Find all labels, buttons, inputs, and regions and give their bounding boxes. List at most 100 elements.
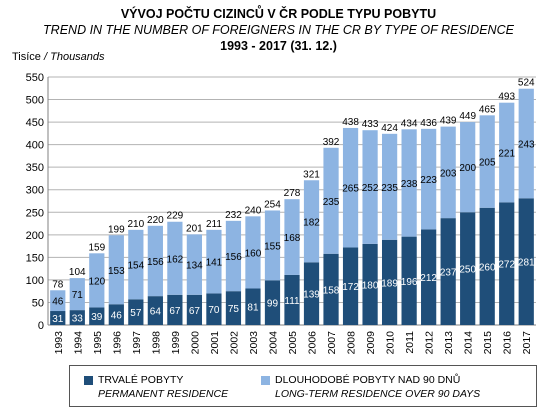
- chart-title-period: 1993 - 2017 (31. 12.): [220, 39, 337, 53]
- bar-longterm: [342, 127, 359, 248]
- data-label-permanent: 31: [52, 314, 64, 325]
- x-tick-label: 2012: [424, 331, 436, 355]
- data-label-total: 229: [167, 211, 184, 222]
- data-label-total: 493: [498, 92, 515, 103]
- y-tick-label: 0: [38, 320, 44, 332]
- bar-longterm: [89, 253, 105, 308]
- bar-longterm: [128, 229, 144, 300]
- x-tick-label: 2015: [482, 331, 494, 355]
- bar-permanent: [245, 288, 261, 325]
- data-label-total: 232: [225, 210, 242, 221]
- data-label-longterm: 235: [381, 183, 398, 194]
- x-tick-label: 2006: [307, 331, 319, 355]
- bar-permanent: [362, 243, 378, 325]
- x-tick-label: 2004: [267, 331, 279, 355]
- bar-longterm: [421, 128, 437, 230]
- data-label-permanent: 67: [169, 306, 181, 317]
- bar-longterm: [401, 129, 417, 237]
- bar-permanent: [460, 212, 476, 325]
- bar-longterm: [69, 278, 85, 311]
- data-label-total: 439: [440, 116, 457, 127]
- data-label-longterm: 243: [518, 140, 535, 151]
- x-tick-label: 1993: [53, 331, 65, 355]
- bar-longterm: [518, 88, 534, 199]
- data-label-longterm: 238: [401, 179, 418, 190]
- y-axis-label-cz: Tisíce: [12, 51, 41, 63]
- data-label-longterm: 156: [147, 257, 164, 268]
- data-label-total: 465: [479, 104, 496, 115]
- bar-longterm: [284, 199, 300, 275]
- bar-longterm: [108, 235, 124, 305]
- data-label-permanent: 64: [150, 307, 162, 318]
- x-tick-label: 1996: [111, 331, 123, 355]
- data-label-permanent: 99: [267, 299, 279, 310]
- x-tick-label: 2017: [521, 331, 533, 355]
- data-label-total: 433: [362, 119, 379, 130]
- data-label-total: 211: [206, 219, 222, 230]
- x-tick-label: 2007: [326, 331, 338, 355]
- data-label-permanent: 67: [189, 306, 201, 317]
- y-axis-label: Tisíce / Thousands: [12, 51, 105, 63]
- data-label-total: 159: [88, 242, 105, 253]
- legend-label-permanent-cz: TRVALÉ POBYTY: [98, 374, 184, 386]
- data-label-total: 220: [147, 215, 164, 226]
- y-tick-label: 50: [32, 297, 44, 309]
- x-tick-label: 2002: [228, 331, 240, 355]
- y-tick-label: 200: [26, 230, 44, 242]
- bar-permanent: [323, 253, 339, 325]
- bar-permanent: [342, 247, 359, 325]
- bar-longterm: [147, 225, 163, 297]
- data-label-longterm: 205: [479, 158, 496, 169]
- legend-label-permanent-en: PERMANENT RESIDENCE: [98, 388, 229, 400]
- x-tick-label: 2014: [463, 331, 475, 355]
- bar-longterm: [264, 210, 281, 281]
- x-tick-label: 2013: [443, 331, 455, 355]
- x-tick-label: 2011: [404, 331, 416, 354]
- data-label-permanent: 158: [323, 285, 340, 296]
- y-tick-label: 350: [26, 162, 44, 174]
- bar-permanent: [264, 280, 281, 325]
- y-tick-label: 550: [26, 72, 44, 84]
- bar-longterm: [167, 221, 183, 295]
- bar-permanent: [440, 218, 456, 325]
- x-tick-label: 2009: [365, 331, 377, 355]
- x-tick-label: 2005: [287, 331, 299, 355]
- data-label-longterm: 156: [225, 252, 242, 263]
- x-tick-label: 2010: [385, 331, 397, 355]
- bar-permanent: [401, 236, 417, 325]
- y-tick-label: 250: [26, 207, 44, 219]
- bar-longterm: [50, 290, 66, 312]
- x-tick-label: 2008: [346, 331, 358, 355]
- data-label-longterm: 141: [206, 258, 223, 269]
- data-label-permanent: 57: [130, 308, 142, 319]
- data-label-total: 201: [186, 223, 203, 234]
- bar-permanent: [225, 291, 242, 325]
- data-label-longterm: 182: [303, 217, 320, 228]
- data-label-total: 210: [127, 219, 144, 230]
- bar-longterm: [245, 216, 261, 289]
- bar-longterm: [225, 220, 242, 292]
- bar-longterm: [206, 229, 222, 294]
- data-label-total: 321: [303, 169, 320, 180]
- legend-swatch-permanent: [84, 376, 93, 385]
- data-label-permanent: 39: [91, 312, 103, 323]
- data-label-permanent: 189: [381, 278, 398, 289]
- y-axis-label-en: Thousands: [50, 51, 105, 63]
- data-label-longterm: 160: [245, 248, 262, 259]
- data-label-longterm: 46: [52, 297, 64, 308]
- bar-permanent: [479, 207, 495, 325]
- data-label-longterm: 154: [127, 261, 144, 272]
- x-tick-label: 1998: [150, 331, 162, 355]
- data-label-permanent: 212: [420, 273, 437, 284]
- x-tick-label: 1997: [131, 331, 143, 355]
- bar-longterm: [460, 122, 476, 213]
- data-label-longterm: 168: [284, 233, 301, 244]
- data-label-permanent: 272: [498, 260, 515, 271]
- x-tick-label: 2016: [502, 331, 514, 355]
- x-tick-label: 1994: [72, 331, 84, 355]
- y-tick-label: 150: [26, 252, 44, 264]
- legend-swatch-longterm: [261, 376, 270, 385]
- data-label-longterm: 252: [362, 183, 379, 194]
- data-label-total: 78: [52, 279, 64, 290]
- data-label-total: 449: [459, 111, 476, 122]
